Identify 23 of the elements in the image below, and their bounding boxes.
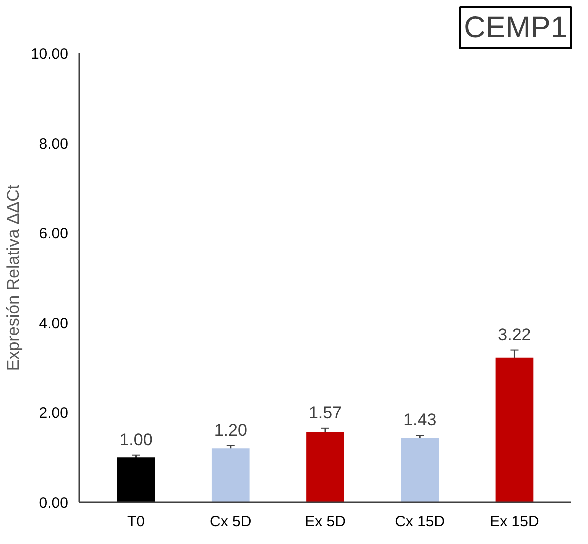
y-tick-label: 4.00 xyxy=(39,315,69,332)
y-tick-label: 6.00 xyxy=(39,226,69,243)
bar xyxy=(401,438,440,502)
bar xyxy=(212,448,250,502)
data-label: 3.22 xyxy=(498,325,532,344)
x-tick-label: Cx 5D xyxy=(210,514,252,530)
chart-title: CEMP1 xyxy=(464,12,568,44)
x-tick-label: Ex 15D xyxy=(490,514,540,530)
data-label: 1.00 xyxy=(120,430,153,450)
data-label: 1.43 xyxy=(404,410,437,430)
y-tick-label: 8.00 xyxy=(39,136,69,153)
data-label: 1.20 xyxy=(214,420,248,440)
bar xyxy=(496,358,534,502)
data-label: 1.57 xyxy=(308,403,342,422)
x-tick-label: Cx 15D xyxy=(395,514,446,530)
bar xyxy=(306,432,344,502)
y-axis-title: Expresión Relativa ΔΔCt xyxy=(4,184,23,372)
x-tick-label: Ex 5D xyxy=(305,514,346,530)
y-tick-label: 0.00 xyxy=(39,495,69,512)
y-tick-label: 10.00 xyxy=(30,46,69,63)
bar xyxy=(117,458,156,502)
y-tick-label: 2.00 xyxy=(39,405,69,422)
x-tick-label: T0 xyxy=(128,514,146,530)
